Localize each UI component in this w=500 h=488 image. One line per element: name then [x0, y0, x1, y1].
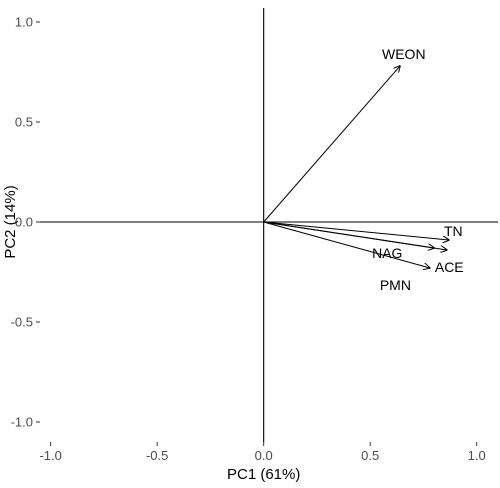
y-tick-label: 0.0 — [15, 215, 33, 230]
vector-weon — [263, 66, 400, 223]
y-tick-label: 0.5 — [15, 115, 33, 130]
x-tick-label: 0.5 — [361, 448, 379, 463]
y-tick-label: 1.0 — [15, 15, 33, 30]
x-tick-label: -1.0 — [39, 448, 61, 463]
vector-label-nag: NAG — [372, 245, 402, 261]
y-tick-label: -1.0 — [11, 415, 33, 430]
y-tick-label: -0.5 — [11, 315, 33, 330]
ticks: -1.0 -0.5 0.0 0.5 1.0 -1.0 -0.5 0.0 0.5 1.0 — [11, 15, 486, 464]
y-axis-title: PC2 (14%) — [2, 185, 19, 258]
vector-label-pmn: PMN — [380, 277, 411, 293]
vector-tn — [263, 221, 449, 240]
x-tick-label: -0.5 — [146, 448, 168, 463]
x-tick-label: 0.0 — [255, 448, 273, 463]
x-tick-label: 1.0 — [468, 448, 486, 463]
vector-label-tn: TN — [444, 223, 463, 239]
vector-nag — [263, 221, 434, 248]
vector-label-ace: ACE — [435, 259, 464, 275]
vector-label-weon: WEON — [382, 46, 426, 62]
x-axis-title: PC1 (61%) — [227, 466, 300, 483]
loading-vectors: WEON TN ACE NAG PMN — [263, 46, 464, 293]
vector-pmn — [263, 221, 430, 268]
axes — [40, 8, 498, 442]
